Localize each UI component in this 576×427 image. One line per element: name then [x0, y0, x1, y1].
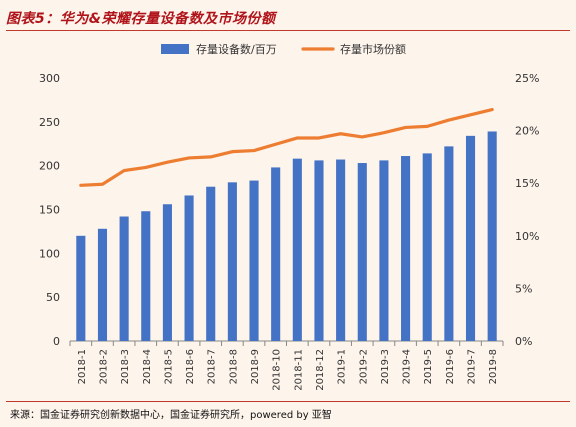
x-tick-label: 2019-4: [402, 349, 413, 384]
bar: [184, 195, 194, 341]
bar: [271, 167, 281, 341]
left-tick-label: 0: [53, 335, 60, 348]
x-axis: 2018-1 2018-2 2018-3 2018-4 2018-5 2018-6 2018…: [69, 340, 504, 391]
legend-bar-label: 存量设备数/百万: [196, 42, 277, 56]
x-tick-label: 2019-1: [337, 349, 348, 384]
bar: [401, 156, 411, 341]
x-tick-label: 2018-10: [272, 349, 283, 391]
bar: [465, 135, 476, 341]
x-tick-label: 2018-12: [315, 349, 326, 391]
x-tick-label: 2019-8: [488, 349, 499, 384]
legend-line-label: 存量市场份额: [340, 42, 406, 56]
line-series: [79, 107, 494, 187]
bar: [336, 159, 346, 341]
left-tick-label: 100: [39, 247, 60, 260]
bar: [292, 158, 302, 341]
bar-series: [76, 131, 497, 341]
bar: [162, 204, 172, 341]
bar: [422, 153, 432, 341]
x-tick-label: 2018-8: [228, 349, 239, 384]
x-tick-label: 2018-6: [185, 349, 196, 384]
bar: [206, 186, 216, 341]
left-tick-label: 200: [39, 160, 60, 173]
bar: [314, 160, 324, 341]
right-tick-label: 25%: [515, 72, 539, 85]
share-line: [79, 107, 494, 187]
x-tick-label: 2019-2: [358, 349, 369, 384]
x-tick-label: 2018-11: [293, 349, 304, 391]
left-axis: 0 50 100 150 200 250 300: [39, 72, 60, 348]
right-tick-label: 0%: [515, 335, 532, 348]
source-note: 来源：国金证券研究创新数据中心，国金证券研究所，powered by 亚智: [10, 410, 332, 421]
bar: [76, 235, 86, 341]
bar: [119, 216, 129, 341]
x-tick-label: 2018-5: [163, 349, 174, 384]
chart: 存量设备数/百万 存量市场份额 0 50 100 150 200 250 300 0% 5% 10…: [39, 42, 539, 391]
x-tick-label: 2018-4: [142, 349, 153, 384]
right-tick-label: 20%: [515, 125, 539, 138]
bar: [379, 160, 389, 341]
x-tick-label: 2019-5: [423, 349, 434, 384]
left-tick-label: 250: [39, 116, 60, 129]
x-tick-label: 2018-3: [120, 349, 131, 384]
figure-title: 图表5：华为&荣耀存量设备数及市场份额: [6, 11, 276, 27]
x-tick-label: 2018-7: [207, 349, 218, 384]
x-tick-label: 2018-1: [77, 349, 88, 384]
legend: 存量设备数/百万 存量市场份额: [161, 42, 406, 56]
right-axis: 0% 5% 10% 15% 20% 25%: [515, 72, 539, 348]
x-tick-label: 2019-6: [445, 349, 456, 384]
x-tick-label: 2018-9: [250, 349, 261, 384]
x-tick-label: 2019-3: [380, 349, 391, 384]
left-tick-label: 300: [39, 72, 60, 85]
right-tick-label: 15%: [515, 177, 539, 190]
title-divider: [6, 30, 570, 31]
left-tick-label: 50: [46, 291, 60, 304]
bar: [249, 180, 259, 341]
legend-bar-swatch: [161, 44, 189, 54]
bar: [444, 146, 454, 341]
bar: [97, 228, 108, 341]
x-tick-label: 2018-2: [98, 349, 109, 384]
left-tick-label: 150: [39, 204, 60, 217]
source-divider: [6, 401, 570, 402]
bar: [357, 163, 367, 341]
right-tick-label: 5%: [515, 282, 532, 295]
bar: [141, 211, 151, 341]
right-tick-label: 10%: [515, 230, 539, 243]
bar: [487, 131, 497, 341]
bar: [227, 182, 237, 341]
x-tick-label: 2019-7: [467, 349, 478, 384]
